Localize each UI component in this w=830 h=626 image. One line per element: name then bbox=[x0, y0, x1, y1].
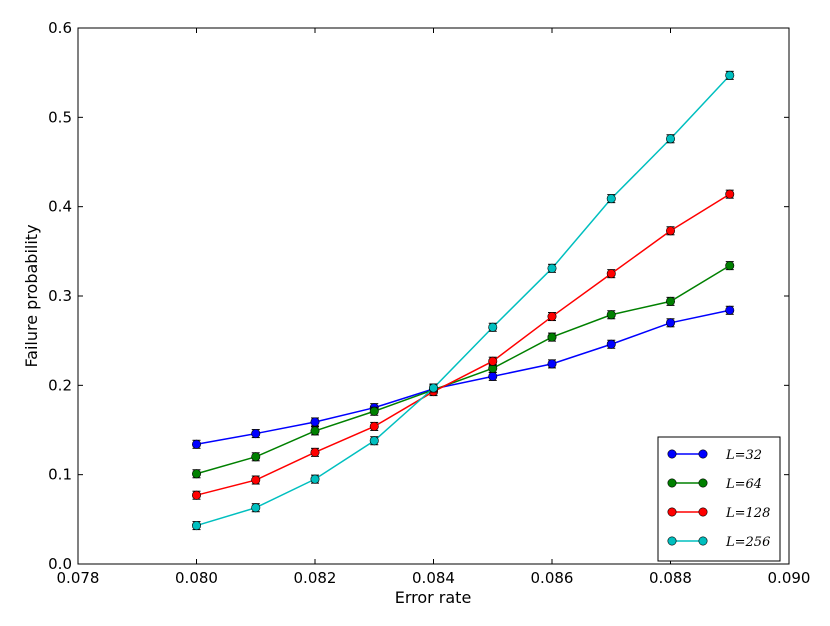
series-l-32 bbox=[192, 305, 735, 449]
data-point bbox=[725, 70, 735, 80]
legend-swatch-marker bbox=[667, 507, 677, 517]
data-point bbox=[428, 383, 438, 393]
y-tick-label: 0.0 bbox=[48, 555, 72, 573]
y-tick-label: 0.6 bbox=[48, 19, 72, 37]
data-point bbox=[665, 134, 675, 144]
data-point bbox=[488, 356, 498, 366]
data-point bbox=[665, 296, 675, 306]
data-point bbox=[488, 371, 498, 381]
data-point bbox=[725, 261, 735, 271]
data-point bbox=[606, 310, 616, 320]
legend-label: L=128 bbox=[725, 506, 770, 521]
data-point bbox=[606, 339, 616, 349]
data-point bbox=[192, 490, 202, 500]
data-point bbox=[547, 312, 557, 322]
series-l-256 bbox=[192, 70, 735, 531]
x-tick-label: 0.088 bbox=[649, 569, 692, 587]
y-tick-label: 0.3 bbox=[48, 287, 72, 305]
data-point bbox=[725, 189, 735, 199]
y-axis-label: Failure probability bbox=[22, 224, 41, 367]
series-line bbox=[196, 74, 731, 527]
data-point bbox=[725, 305, 735, 315]
series-line bbox=[196, 264, 731, 475]
data-point bbox=[606, 194, 616, 204]
x-tick-label: 0.090 bbox=[768, 569, 811, 587]
x-tick-label: 0.078 bbox=[57, 569, 100, 587]
x-tick-label: 0.082 bbox=[294, 569, 337, 587]
series-line bbox=[196, 193, 731, 496]
x-tick-label: 0.086 bbox=[531, 569, 574, 587]
legend-swatch-marker bbox=[667, 536, 677, 546]
data-point bbox=[547, 359, 557, 369]
data-point bbox=[369, 436, 379, 446]
legend-swatch-marker bbox=[698, 507, 708, 517]
data-point bbox=[606, 269, 616, 279]
data-point bbox=[665, 318, 675, 328]
legend-swatch-marker bbox=[698, 536, 708, 546]
data-point bbox=[310, 447, 320, 457]
x-axis-label: Error rate bbox=[395, 588, 472, 607]
data-point bbox=[665, 226, 675, 236]
series-l-64 bbox=[192, 261, 735, 479]
y-tick-label: 0.5 bbox=[48, 108, 72, 126]
x-tick-label: 0.080 bbox=[175, 569, 218, 587]
data-point bbox=[310, 417, 320, 427]
legend-label: L=64 bbox=[725, 477, 762, 492]
data-point bbox=[192, 521, 202, 531]
data-point bbox=[547, 263, 557, 273]
series-l-128 bbox=[192, 189, 735, 500]
plot-marks bbox=[192, 70, 735, 531]
data-point bbox=[251, 475, 261, 485]
legend-swatch-marker bbox=[698, 478, 708, 488]
x-tick-label: 0.084 bbox=[412, 569, 455, 587]
data-point bbox=[310, 474, 320, 484]
legend-swatch-marker bbox=[667, 449, 677, 459]
data-point bbox=[192, 439, 202, 449]
axis-ticks: 0.078 0.080 0.082 0.084 0.086 0.088 0.090 0.0 0.… bbox=[48, 19, 810, 587]
y-tick-label: 0.4 bbox=[48, 198, 72, 216]
data-point bbox=[192, 469, 202, 479]
legend-swatch-marker bbox=[667, 478, 677, 488]
data-point bbox=[547, 332, 557, 342]
legend-swatch-marker bbox=[698, 449, 708, 459]
data-point bbox=[310, 426, 320, 436]
data-point bbox=[251, 452, 261, 462]
legend-label: L=32 bbox=[725, 448, 762, 463]
legend-label: L=256 bbox=[725, 535, 770, 550]
legend: L=32 L=64 L=128 L=256 bbox=[657, 436, 781, 562]
y-tick-label: 0.1 bbox=[48, 466, 72, 484]
data-point bbox=[251, 503, 261, 513]
data-point bbox=[488, 322, 498, 332]
data-point bbox=[369, 406, 379, 416]
data-point bbox=[369, 421, 379, 431]
data-point bbox=[251, 429, 261, 439]
y-tick-label: 0.2 bbox=[48, 376, 72, 394]
series-line bbox=[196, 309, 730, 446]
